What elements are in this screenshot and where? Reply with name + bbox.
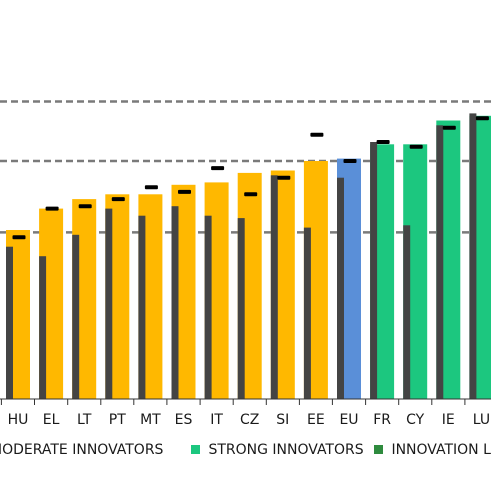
legend: MODERATE INNOVATORS STRONG INNOVATORS IN… [0,440,491,462]
bar-earlier-si [270,175,278,399]
marker-lu [475,116,489,121]
bar-earlier-mt [138,215,146,399]
marker-el [45,206,59,211]
x-tick-label-mt: MT [140,412,161,428]
x-tick-label-pt: PT [109,412,126,428]
marker-cy [409,144,423,149]
marker-hu [12,235,26,240]
x-tick-label-lu: LU [473,412,490,428]
legend-label-leader: INNOVATION LE [391,442,491,458]
marker-fr [376,140,390,144]
bar-earlier-lu [469,113,477,400]
legend-item-leader: INNOVATION LE [374,440,491,462]
marker-es [178,189,191,194]
bar-earlier-fr [370,142,378,399]
x-tick-label-fr: FR [373,412,391,428]
x-tick-label-el: EL [43,412,60,428]
x-tick-label-eu: EU [339,412,358,428]
x-axis [0,398,491,405]
bar-earlier-cy [403,225,411,399]
x-tick-label-si: SI [276,412,289,428]
legend-item-moderate: MODERATE INNOVATORS [0,440,163,462]
bar-earlier-lt [72,234,80,399]
x-tick-label-lt: LT [77,412,92,428]
marker-ee [310,132,324,137]
x-tick-label-ie: IE [442,412,455,428]
marker-lt [78,204,92,209]
marker-it [211,166,225,171]
x-tick-labels: HU EL LT PT MT ES IT CZ SI EE EU FR CY IE LU [8,412,490,428]
x-tick-label-ee: EE [307,412,325,428]
bar-earlier-ee [303,227,311,399]
marker-eu [343,159,357,163]
bars [6,113,491,400]
marker-ie [442,125,456,130]
bar-earlier-hu [6,246,13,399]
legend-swatch-strong [191,445,200,454]
marker-mt [144,185,158,190]
marker-cz [244,192,258,197]
legend-label-moderate: MODERATE INNOVATORS [0,442,164,458]
marker-si [277,175,291,180]
marker-pt [111,197,125,202]
legend-swatch-leader [374,445,383,454]
bar-earlier-eu [337,177,344,399]
x-tick-label-hu: HU [8,412,29,428]
x-tick-label-es: ES [175,412,193,428]
bar-earlier-pt [105,208,113,399]
bar-earlier-cz [237,218,245,399]
legend-item-strong: STRONG INNOVATORS [191,440,364,462]
bar-earlier-ie [436,125,444,400]
bar-earlier-el [39,256,47,399]
bar-earlier-es [171,206,179,399]
x-tick-label-cz: CZ [240,412,259,428]
x-tick-label-it: IT [210,412,223,428]
legend-label-strong: STRONG INNOVATORS [208,442,364,458]
bar-earlier-it [204,215,212,399]
x-tick-label-cy: CY [406,412,425,428]
